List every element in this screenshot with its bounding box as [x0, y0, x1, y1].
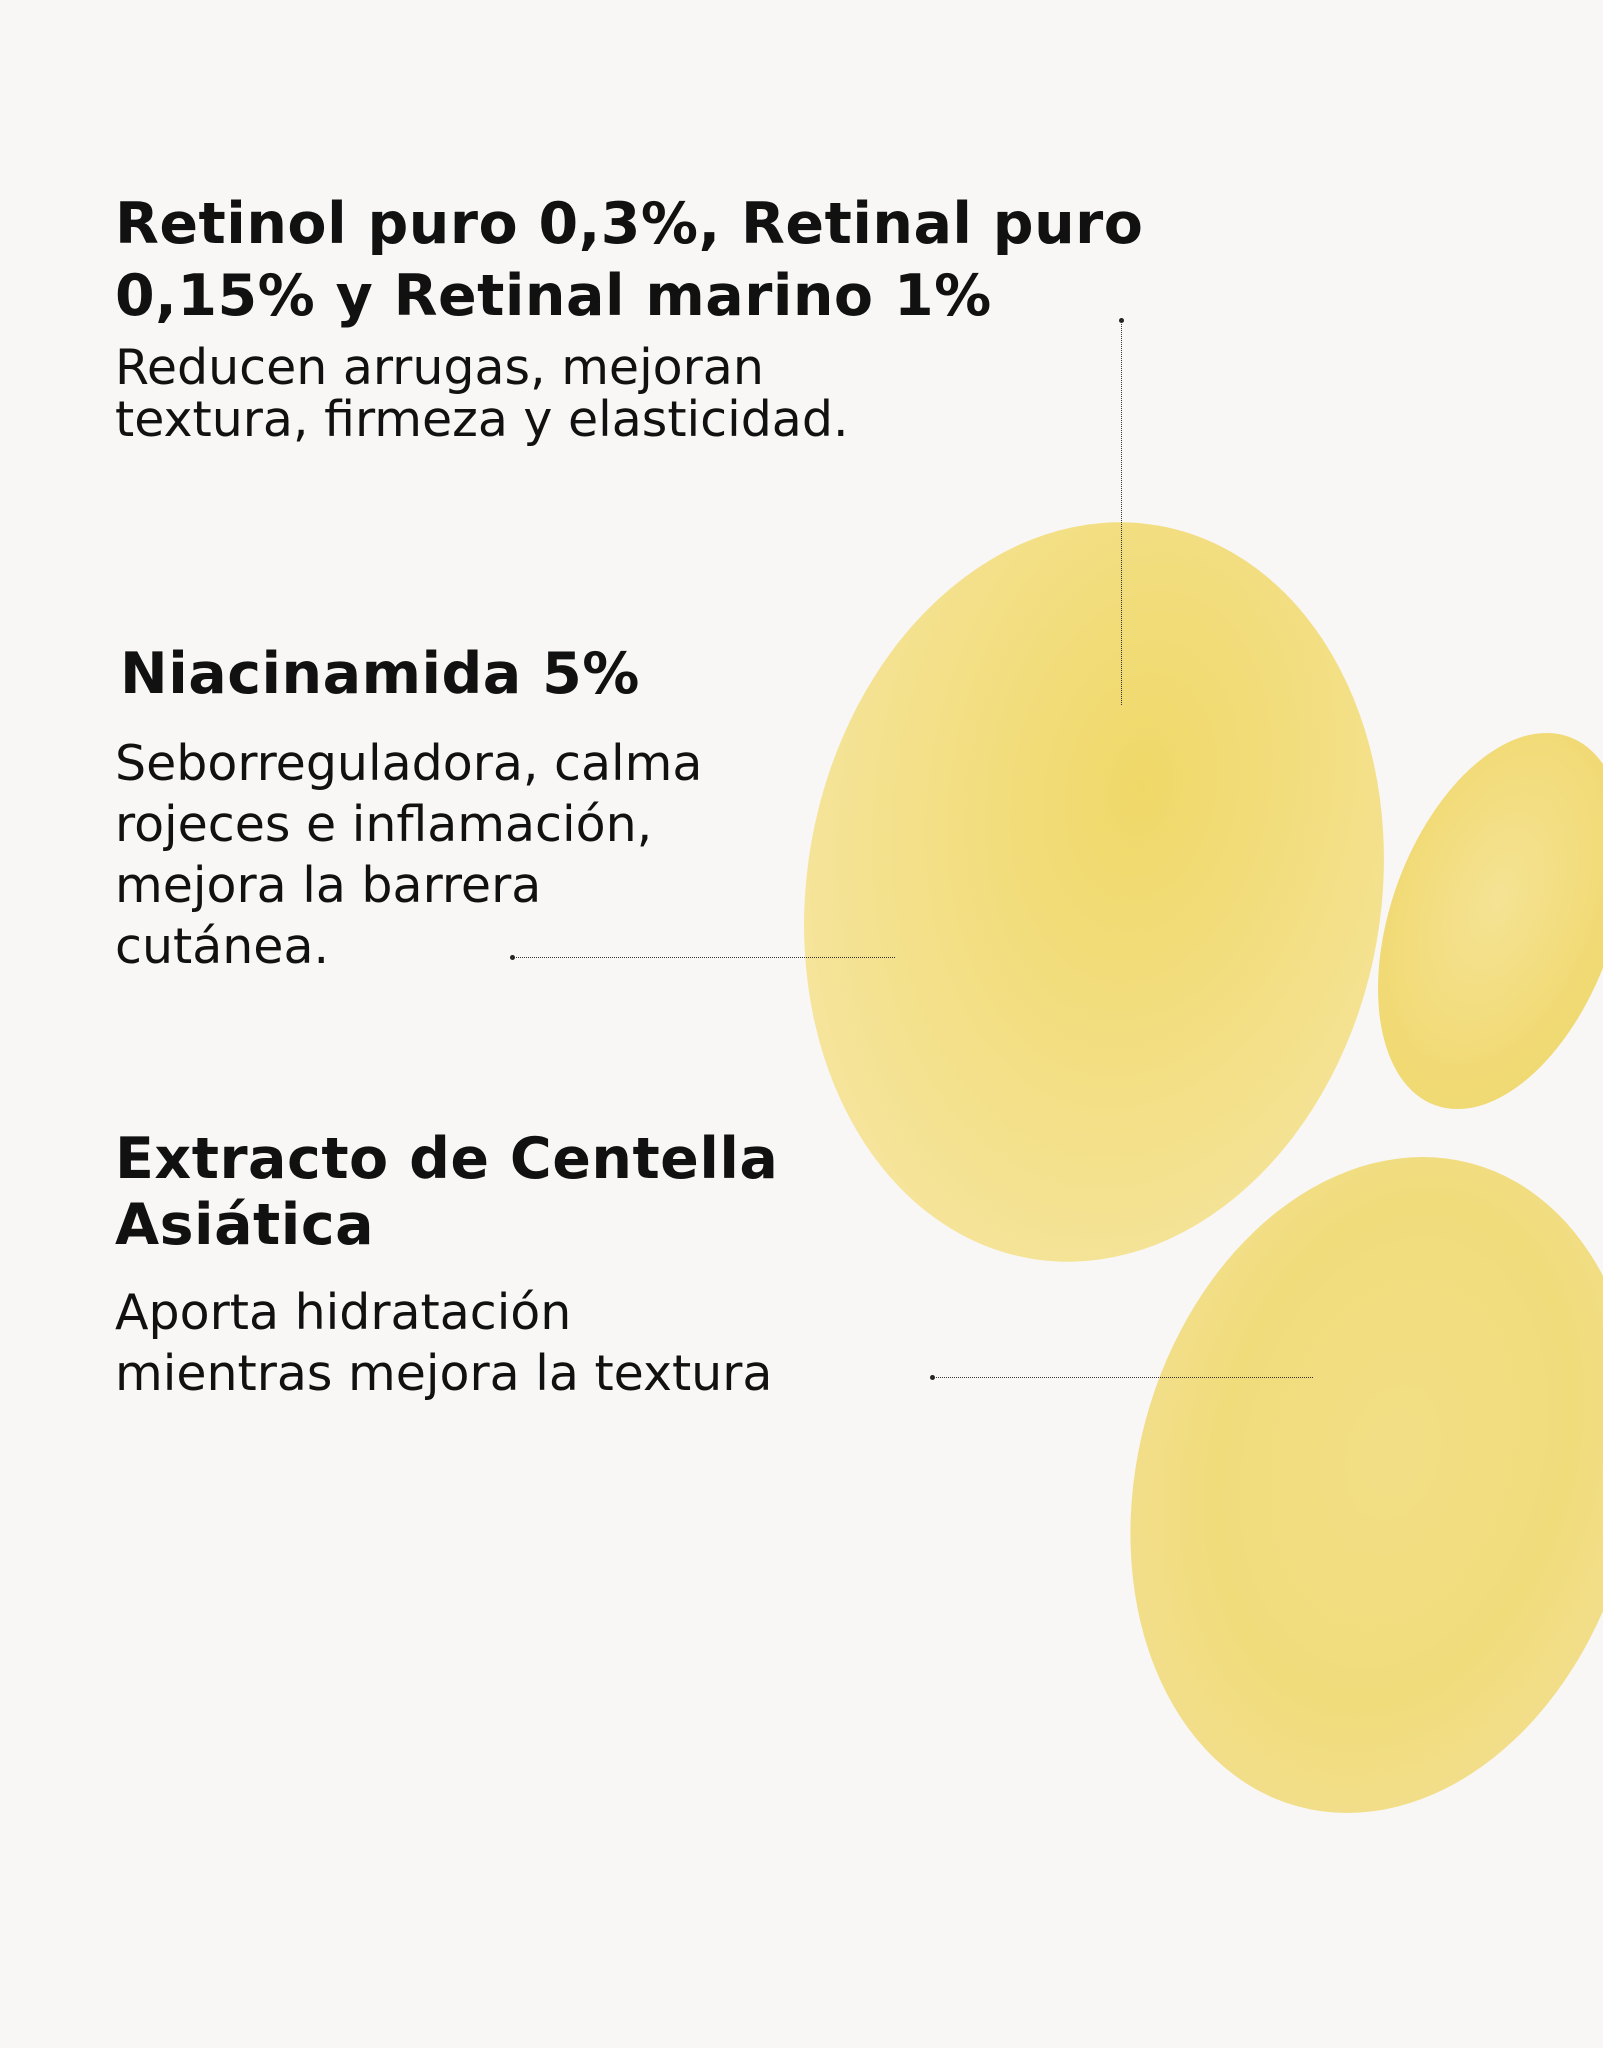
pointer-line	[932, 1377, 1313, 1378]
section-title: Retinol puro 0,3%, Retinal puro 0,15% y …	[115, 188, 1143, 332]
desc-line: Reducen arrugas, mejoran	[115, 339, 764, 396]
desc-line: mientras mejora la textura	[115, 1345, 773, 1402]
title-line: Retinol puro 0,3%, Retinal puro	[115, 191, 1144, 257]
desc-line: mejora la barrera	[115, 857, 542, 914]
title-line: Niacinamida 5%	[120, 641, 640, 707]
section-description: Reducen arrugas, mejoran textura, firmez…	[115, 342, 849, 446]
section-title: Extracto de Centella Asiática	[115, 1126, 778, 1258]
pointer-line	[1121, 320, 1122, 705]
section-description: Seborreguladora, calma rojeces e inflama…	[115, 733, 702, 977]
desc-line: rojeces e inflamación,	[115, 796, 653, 853]
desc-line: textura, firmeza y elasticidad.	[115, 391, 849, 448]
title-line: Asiática	[115, 1192, 375, 1258]
title-line: Extracto de Centella	[115, 1126, 779, 1192]
desc-line: cutánea.	[115, 918, 330, 975]
desc-line: Seborreguladora, calma	[115, 735, 703, 792]
section-description: Aporta hidratación mientras mejora la te…	[115, 1282, 772, 1404]
section-title: Niacinamida 5%	[120, 638, 640, 710]
pointer-line	[512, 957, 895, 958]
title-line: 0,15% y Retinal marino 1%	[115, 263, 992, 329]
desc-line: Aporta hidratación	[115, 1284, 572, 1341]
